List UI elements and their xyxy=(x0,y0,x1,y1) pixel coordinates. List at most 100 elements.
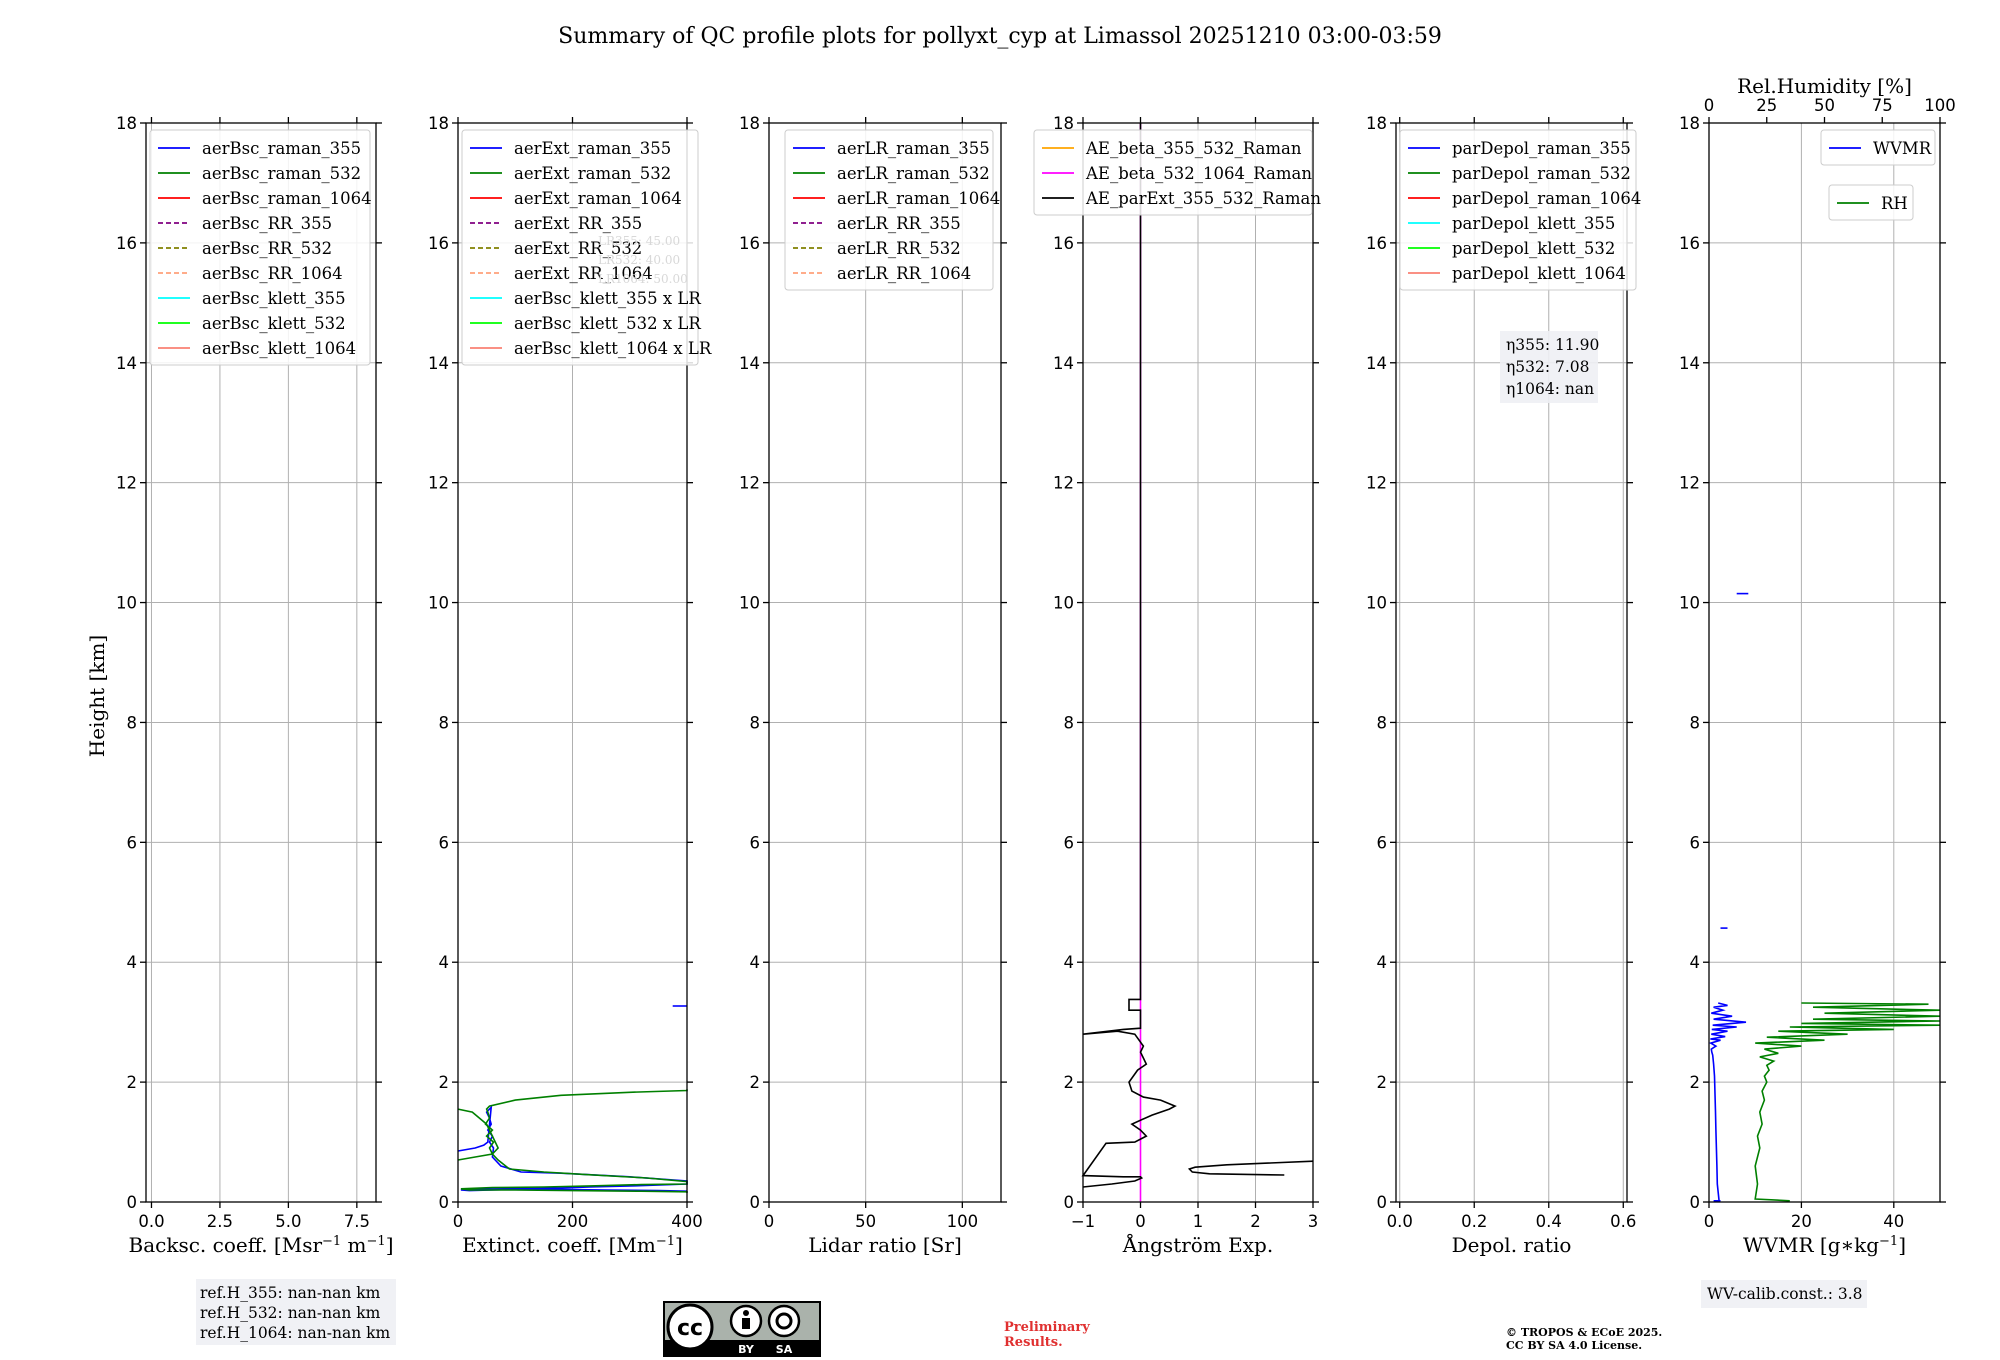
copyright-line-2: CC BY SA 4.0 License. xyxy=(1506,1339,1642,1352)
ytick-label-lidar_ratio-2: 4 xyxy=(750,953,761,972)
eta-annotation-1: η532: 7.08 xyxy=(1506,358,1590,376)
ytick-label-extinction-3: 6 xyxy=(439,833,450,852)
legend-label-aerBsc_RR_1064: aerBsc_RR_1064 xyxy=(202,264,343,283)
copyright-line-1: © TROPOS & ECoE 2025. xyxy=(1506,1326,1662,1339)
figure-title: Summary of QC profile plots for pollyxt_… xyxy=(558,24,1442,49)
series-aerExt_raman_532_low xyxy=(457,1108,500,1161)
x-axis-label-part-post: ] xyxy=(675,1233,683,1257)
legend-box-lidar_ratio xyxy=(784,129,994,291)
legend-label-parDepol_klett_1064: parDepol_klett_1064 xyxy=(1452,264,1626,283)
legend-depol: parDepol_raman_355 parDepol_raman_532 parD… xyxy=(1399,129,1641,291)
xtick-label-extinction-0: 0 xyxy=(453,1212,464,1231)
legend-box-angstrom xyxy=(1033,129,1313,216)
xtick-label-depol-2: 0.4 xyxy=(1536,1212,1562,1231)
y-axis-label: Height [km] xyxy=(85,635,109,757)
legend-label-aerBsc_klett_1064: aerBsc_klett_1064 xyxy=(202,339,356,358)
ref-heights-box: ref.H_355: nan-nan km ref.H_532: nan-nan… xyxy=(196,1279,396,1345)
sa-share-icon xyxy=(767,1304,801,1338)
legend-label-aerBsc_RR_532: aerBsc_RR_532 xyxy=(202,239,332,258)
ytick-label-extinction-8: 16 xyxy=(428,234,449,253)
x-axis-label-part-sup2: −1 xyxy=(367,1234,386,1249)
x-axis-label-part-mid: g∗kg xyxy=(1828,1233,1880,1257)
top-axis-label: Rel.Humidity [%] xyxy=(1737,74,1912,98)
ytick-label-extinction-4: 8 xyxy=(439,713,450,732)
legend-label-aerLR_RR_532: aerLR_RR_532 xyxy=(837,239,961,258)
x-axis-label-lidar_ratio: Lidar ratio [Sr] xyxy=(808,1233,962,1257)
eta-annotation-0: η355: 11.90 xyxy=(1506,336,1599,354)
ytick-label-wvmr-0: 0 xyxy=(1690,1193,1701,1212)
legend-box-extinction xyxy=(461,129,699,366)
ytick-label-backscatter-9: 18 xyxy=(116,114,137,133)
x-axis-label-part-mid: m xyxy=(341,1233,366,1257)
legend-label-aerExt_raman_355: aerExt_raman_355 xyxy=(514,139,671,158)
legend-extinction: aerExt_raman_355 aerExt_raman_532 aerExt_r… xyxy=(461,129,712,366)
ytick-label-backscatter-8: 16 xyxy=(116,234,137,253)
ytick-label-wvmr-2: 4 xyxy=(1690,953,1701,972)
ytick-label-lidar_ratio-8: 16 xyxy=(739,234,760,253)
ytick-label-depol-6: 12 xyxy=(1366,474,1387,493)
legend-label-parDepol_klett_532: parDepol_klett_532 xyxy=(1452,239,1615,258)
legend-label-aerExt_RR_355: aerExt_RR_355 xyxy=(514,214,642,233)
ytick-label-extinction-0: 0 xyxy=(439,1193,450,1212)
panel-depol: 0 2 4 6 8 10 12 14 16 18 0.0 0.2 0.4 0.6 Depol. ratio p… xyxy=(1366,114,1641,1257)
xtick-label-depol-1: 0.2 xyxy=(1461,1212,1487,1231)
x-axis-label-part-pre: Extinct. coeff. [Mm xyxy=(462,1233,656,1257)
legend-label-aerExt_RR_532: aerExt_RR_532 xyxy=(514,239,642,258)
xtick-label-extinction-1: 200 xyxy=(557,1212,589,1231)
legend-label-aerLR_RR_355: aerLR_RR_355 xyxy=(837,214,961,233)
ytick-label-depol-4: 8 xyxy=(1377,713,1388,732)
x-axis-label-part-pre: Ångström Exp. xyxy=(1122,1232,1273,1257)
ytick-label-depol-5: 10 xyxy=(1366,594,1387,613)
ytick-label-angstrom-0: 0 xyxy=(1064,1193,1075,1212)
legend-label-RH: RH xyxy=(1881,194,1908,213)
legend-label-aerLR_raman_1064: aerLR_raman_1064 xyxy=(837,189,1000,208)
legend-label-parDepol_raman_355: parDepol_raman_355 xyxy=(1452,139,1631,158)
ytick-label-wvmr-7: 14 xyxy=(1679,354,1700,373)
legend-box-wvmr xyxy=(1828,184,1914,221)
legend-label-aerBsc_klett_532 x LR: aerBsc_klett_532 x LR xyxy=(514,314,701,333)
xtick-label-backscatter-2: 5.0 xyxy=(275,1212,301,1231)
lr-annotation-0: LR355: 45.00 xyxy=(598,234,680,248)
lr-annotation-1: LR532: 40.00 xyxy=(598,253,680,267)
ytick-label-lidar_ratio-4: 8 xyxy=(750,713,761,732)
eta-box xyxy=(1500,331,1598,403)
legend-label-parDepol_raman_1064: parDepol_raman_1064 xyxy=(1452,189,1641,208)
legend-box-backscatter xyxy=(149,129,371,366)
ytick-label-depol-7: 14 xyxy=(1366,354,1387,373)
legend-label-AE_beta_355_532_Raman: AE_beta_355_532_Raman xyxy=(1085,139,1302,158)
panel-backscatter: 0 2 4 6 8 10 12 14 16 18 0.0 2.5 5.0 7.5 Backsc. coeff… xyxy=(116,114,394,1257)
legend-label-aerExt_raman_532: aerExt_raman_532 xyxy=(514,164,671,183)
ytick-label-angstrom-1: 2 xyxy=(1064,1073,1075,1092)
wv-calib-annotation: WV-calib.const.: 3.8 xyxy=(1707,1285,1863,1303)
ytick-label-depol-3: 6 xyxy=(1377,833,1388,852)
ytick-label-backscatter-5: 10 xyxy=(116,594,137,613)
xtick-label-extinction-2: 400 xyxy=(671,1212,703,1231)
x-axis-label-part-sup1: −1 xyxy=(656,1234,675,1249)
xtick-label-depol-0: 0.0 xyxy=(1387,1212,1413,1231)
ytick-label-wvmr-8: 16 xyxy=(1679,234,1700,253)
ytick-label-extinction-2: 4 xyxy=(439,953,450,972)
ytick-label-backscatter-7: 14 xyxy=(116,354,137,373)
series-AE_parExt_355_532_Raman xyxy=(1081,123,1177,1188)
x-axis-label-part-sup1: −1 xyxy=(322,1234,341,1249)
ytick-label-backscatter-4: 8 xyxy=(127,713,138,732)
xtick-label-angstrom-2: 1 xyxy=(1193,1212,1204,1231)
series-WVMR xyxy=(1708,1002,1747,1203)
legend-label-aerLR_raman_355: aerLR_raman_355 xyxy=(837,139,990,158)
legend-label-parDepol_raman_532: parDepol_raman_532 xyxy=(1452,164,1631,183)
legend-angstrom: AE_beta_355_532_Raman AE_beta_532_1064_Ra… xyxy=(1033,129,1321,216)
xtick-label-angstrom-4: 3 xyxy=(1308,1212,1319,1231)
x-axis-label-backscatter: Backsc. coeff. [Msr−1 m−1] xyxy=(129,1233,394,1257)
ytick-label-lidar_ratio-7: 14 xyxy=(739,354,760,373)
x-axis-label-part-pre: Depol. ratio xyxy=(1452,1233,1572,1257)
x-axis-label-extinction: Extinct. coeff. [Mm−1] xyxy=(462,1233,683,1257)
legend-label-WVMR: WVMR xyxy=(1873,139,1932,158)
xtick-label-lidar_ratio-1: 50 xyxy=(855,1212,876,1231)
xtick-label-wvmr-0: 0 xyxy=(1704,1212,1715,1231)
xtick-label-angstrom-1: 0 xyxy=(1135,1212,1146,1231)
legend-label-parDepol_klett_355: parDepol_klett_355 xyxy=(1452,214,1615,233)
x-axis-label-part-post: ] xyxy=(1898,1233,1906,1257)
ytick-label-angstrom-8: 16 xyxy=(1053,234,1074,253)
ytick-label-angstrom-5: 10 xyxy=(1053,594,1074,613)
